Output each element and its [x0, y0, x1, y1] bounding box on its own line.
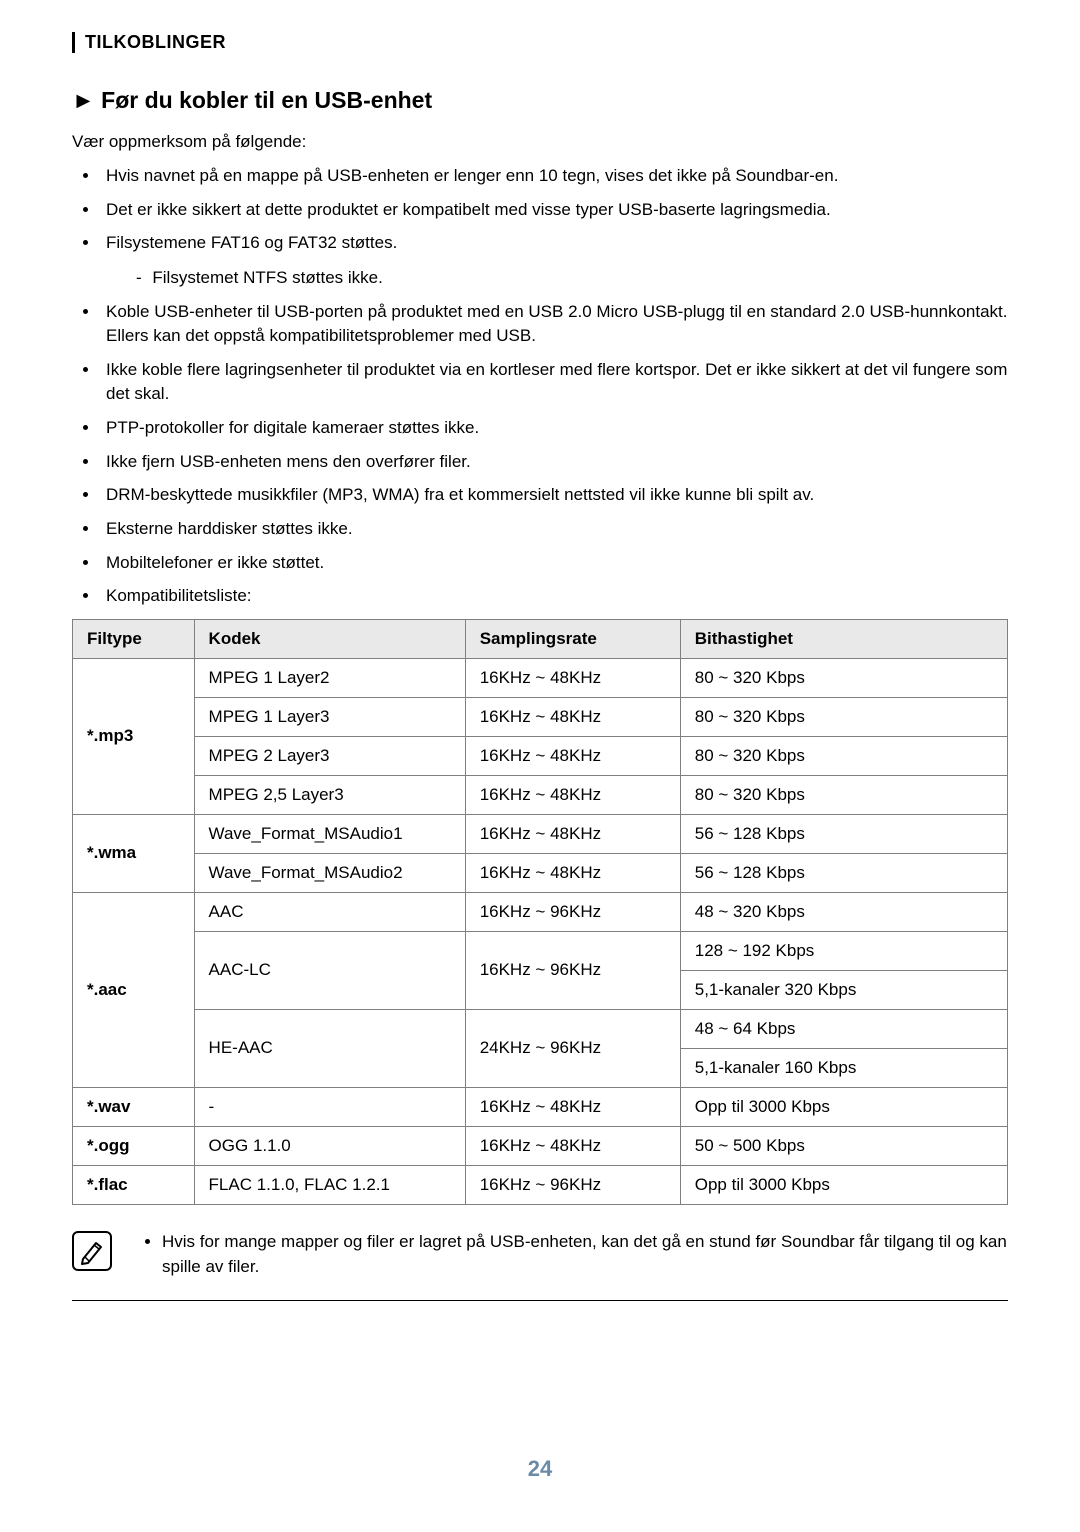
bullet-item: Ikke fjern USB-enheten mens den overføre…: [100, 450, 1008, 475]
cell-codec: HE-AAC: [194, 1009, 465, 1087]
note-bullets: Hvis for mange mapper og filer er lagret…: [142, 1229, 1008, 1280]
compatibility-table: Filtype Kodek Samplingsrate Bithastighet…: [72, 619, 1008, 1205]
th-bitrate: Bithastighet: [680, 619, 1007, 658]
sub-bullet-list: Filsystemet NTFS støttes ikke.: [106, 266, 1008, 291]
cell-bitrate: 48 ~ 320 Kbps: [680, 892, 1007, 931]
cell-codec: AAC-LC: [194, 931, 465, 1009]
cell-bitrate: 5,1-kanaler 320 Kbps: [680, 970, 1007, 1009]
cell-bitrate: 80 ~ 320 Kbps: [680, 775, 1007, 814]
bullet-item: Det er ikke sikkert at dette produktet e…: [100, 198, 1008, 223]
note-box: Hvis for mange mapper og filer er lagret…: [72, 1229, 1008, 1301]
cell-codec: MPEG 2 Layer3: [194, 736, 465, 775]
cell-rate: 16KHz ~ 48KHz: [465, 1087, 680, 1126]
cell-bitrate: Opp til 3000 Kbps: [680, 1165, 1007, 1204]
cell-filetype: *.wma: [73, 814, 195, 892]
section-title: ► Før du kobler til en USB-enhet: [72, 87, 1008, 114]
cell-filetype: *.ogg: [73, 1126, 195, 1165]
cell-bitrate: 48 ~ 64 Kbps: [680, 1009, 1007, 1048]
cell-rate: 16KHz ~ 96KHz: [465, 931, 680, 1009]
cell-codec: MPEG 1 Layer3: [194, 697, 465, 736]
cell-bitrate: 80 ~ 320 Kbps: [680, 658, 1007, 697]
title-arrow: ►: [72, 87, 95, 113]
bullet-item: Mobiltelefoner er ikke støttet.: [100, 551, 1008, 576]
cell-codec: Wave_Format_MSAudio2: [194, 853, 465, 892]
table-row: *.mp3MPEG 1 Layer216KHz ~ 48KHz80 ~ 320 …: [73, 658, 1008, 697]
bullet-item: Filsystemene FAT16 og FAT32 støttes.Fils…: [100, 231, 1008, 290]
table-row: HE-AAC24KHz ~ 96KHz48 ~ 64 Kbps: [73, 1009, 1008, 1048]
cell-codec: AAC: [194, 892, 465, 931]
cell-bitrate: 56 ~ 128 Kbps: [680, 853, 1007, 892]
cell-bitrate: 5,1-kanaler 160 Kbps: [680, 1048, 1007, 1087]
title-text: Før du kobler til en USB-enhet: [101, 87, 432, 113]
cell-filetype: *.aac: [73, 892, 195, 1087]
intro-text: Vær oppmerksom på følgende:: [72, 132, 1008, 152]
cell-bitrate: 80 ~ 320 Kbps: [680, 736, 1007, 775]
th-codec: Kodek: [194, 619, 465, 658]
cell-rate: 16KHz ~ 48KHz: [465, 814, 680, 853]
bullet-item: Hvis navnet på en mappe på USB-enheten e…: [100, 164, 1008, 189]
table-body: *.mp3MPEG 1 Layer216KHz ~ 48KHz80 ~ 320 …: [73, 658, 1008, 1204]
cell-codec: -: [194, 1087, 465, 1126]
bullet-item: PTP-protokoller for digitale kameraer st…: [100, 416, 1008, 441]
bullet-list: Hvis navnet på en mappe på USB-enheten e…: [72, 164, 1008, 609]
table-row: MPEG 1 Layer316KHz ~ 48KHz80 ~ 320 Kbps: [73, 697, 1008, 736]
table-row: *.oggOGG 1.1.016KHz ~ 48KHz50 ~ 500 Kbps: [73, 1126, 1008, 1165]
cell-rate: 16KHz ~ 48KHz: [465, 775, 680, 814]
table-row: *.wmaWave_Format_MSAudio116KHz ~ 48KHz56…: [73, 814, 1008, 853]
th-rate: Samplingsrate: [465, 619, 680, 658]
cell-bitrate: Opp til 3000 Kbps: [680, 1087, 1007, 1126]
cell-bitrate: 56 ~ 128 Kbps: [680, 814, 1007, 853]
cell-codec: MPEG 2,5 Layer3: [194, 775, 465, 814]
cell-bitrate: 128 ~ 192 Kbps: [680, 931, 1007, 970]
sub-bullet-item: Filsystemet NTFS støttes ikke.: [136, 266, 1008, 291]
table-header-row: Filtype Kodek Samplingsrate Bithastighet: [73, 619, 1008, 658]
note-icon: [72, 1231, 112, 1271]
cell-rate: 16KHz ~ 48KHz: [465, 697, 680, 736]
table-row: *.wav-16KHz ~ 48KHzOpp til 3000 Kbps: [73, 1087, 1008, 1126]
cell-codec: MPEG 1 Layer2: [194, 658, 465, 697]
cell-filetype: *.flac: [73, 1165, 195, 1204]
section-header-label: TILKOBLINGER: [85, 32, 226, 52]
cell-rate: 16KHz ~ 96KHz: [465, 1165, 680, 1204]
table-row: *.flacFLAC 1.1.0, FLAC 1.2.116KHz ~ 96KH…: [73, 1165, 1008, 1204]
section-header-bar: TILKOBLINGER: [72, 32, 1008, 53]
cell-filetype: *.mp3: [73, 658, 195, 814]
table-row: Wave_Format_MSAudio216KHz ~ 48KHz56 ~ 12…: [73, 853, 1008, 892]
cell-codec: Wave_Format_MSAudio1: [194, 814, 465, 853]
table-row: AAC-LC16KHz ~ 96KHz128 ~ 192 Kbps: [73, 931, 1008, 970]
bullet-item: DRM-beskyttede musikkfiler (MP3, WMA) fr…: [100, 483, 1008, 508]
cell-bitrate: 50 ~ 500 Kbps: [680, 1126, 1007, 1165]
cell-rate: 16KHz ~ 96KHz: [465, 892, 680, 931]
bullet-item: Ikke koble flere lagringsenheter til pro…: [100, 358, 1008, 407]
bullet-item: Koble USB-enheter til USB-porten på prod…: [100, 300, 1008, 349]
page-number: 24: [0, 1456, 1080, 1482]
table-row: MPEG 2,5 Layer316KHz ~ 48KHz80 ~ 320 Kbp…: [73, 775, 1008, 814]
bullet-item: Kompatibilitetsliste:: [100, 584, 1008, 609]
cell-codec: OGG 1.1.0: [194, 1126, 465, 1165]
cell-rate: 16KHz ~ 48KHz: [465, 736, 680, 775]
cell-rate: 16KHz ~ 48KHz: [465, 1126, 680, 1165]
cell-rate: 16KHz ~ 48KHz: [465, 658, 680, 697]
table-row: MPEG 2 Layer316KHz ~ 48KHz80 ~ 320 Kbps: [73, 736, 1008, 775]
cell-bitrate: 80 ~ 320 Kbps: [680, 697, 1007, 736]
cell-rate: 24KHz ~ 96KHz: [465, 1009, 680, 1087]
cell-filetype: *.wav: [73, 1087, 195, 1126]
cell-codec: FLAC 1.1.0, FLAC 1.2.1: [194, 1165, 465, 1204]
table-row: *.aacAAC16KHz ~ 96KHz48 ~ 320 Kbps: [73, 892, 1008, 931]
cell-rate: 16KHz ~ 48KHz: [465, 853, 680, 892]
bullet-item: Eksterne harddisker støttes ikke.: [100, 517, 1008, 542]
th-filetype: Filtype: [73, 619, 195, 658]
note-item: Hvis for mange mapper og filer er lagret…: [162, 1229, 1008, 1280]
